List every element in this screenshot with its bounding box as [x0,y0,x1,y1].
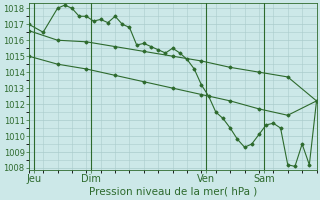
X-axis label: Pression niveau de la mer( hPa ): Pression niveau de la mer( hPa ) [89,187,257,197]
